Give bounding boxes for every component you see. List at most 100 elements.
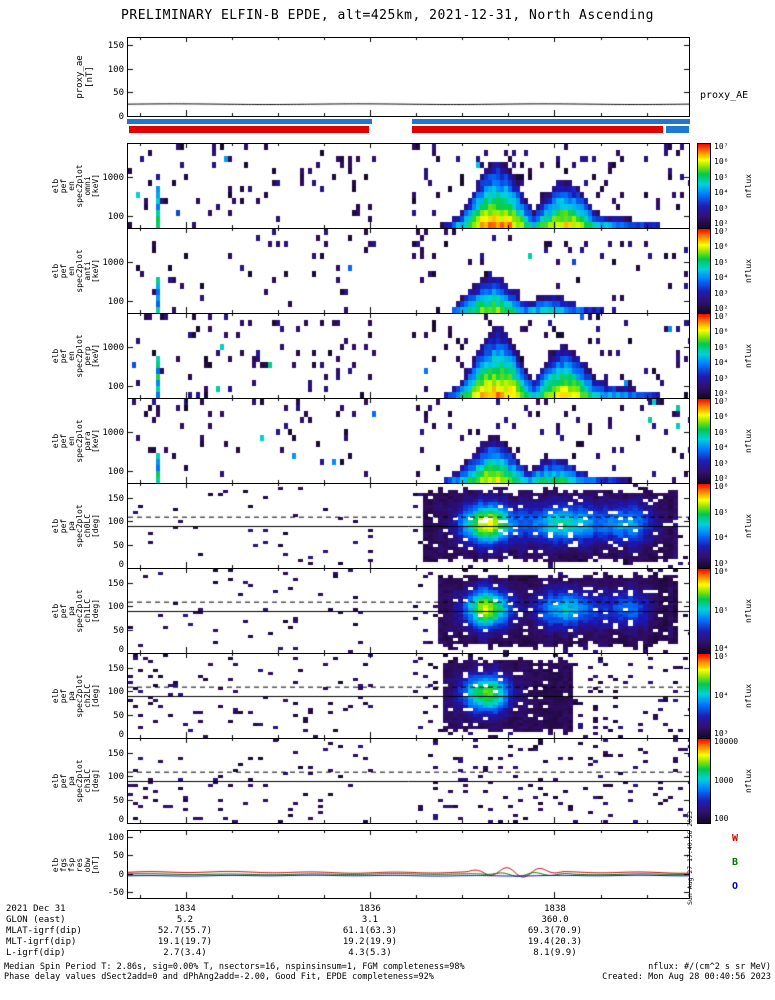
colorbar-tick-perp: 10⁴ — [714, 358, 729, 368]
colorbar-tick-ch2LC: 10⁵ — [714, 652, 729, 661]
spec-ytick-label-anti: 1000 — [102, 258, 124, 269]
spectrogram-canvas-ch0LC — [128, 484, 689, 568]
obw-legend-B: B — [732, 857, 739, 868]
availability-bar-blue — [127, 119, 372, 124]
annotation-row-label: MLAT-igrf(dip) — [6, 926, 82, 936]
colorbar-tick-ch0LC: 10⁴ — [714, 533, 729, 543]
spec-ytick-label-para: 1000 — [102, 428, 124, 439]
spec-ytick-label-perp: 1000 — [102, 343, 124, 354]
availability-bar-red — [411, 126, 663, 133]
spec-axis-label-ch2LC-text: elb pef pa spec2plot ch2LC [deg] — [51, 674, 100, 718]
colorbar-tick-ch0LC: 10⁵ — [714, 507, 729, 517]
spec-axis-label-para-text: elb pef en spec2plot para [keV] — [51, 419, 100, 463]
colorbar-tick-anti: 10⁴ — [714, 273, 729, 283]
colorbar-tick-omni: 10⁶ — [714, 157, 729, 167]
proxy-ytick-label: 100 — [107, 64, 124, 75]
colorbar-label-ch3LC-text: nflux — [744, 768, 753, 794]
colorbar-tick-perp: 10⁵ — [714, 342, 729, 352]
spec-ytick-label-ch0LC: 150 — [107, 494, 124, 504]
annotation-row-label: GLON (east) — [6, 915, 66, 925]
colorbar-label-perp-text: nflux — [744, 343, 753, 369]
spec-panel-ch1LC — [127, 568, 690, 654]
colorbar-label-ch1LC-text: nflux — [744, 598, 753, 624]
availability-bar-blue — [411, 119, 690, 124]
colorbar-tick-anti: 10³ — [714, 288, 729, 298]
colorbar-tick-anti: 10² — [714, 304, 729, 313]
annotation-row-value: 19.4(20.3) — [527, 937, 583, 947]
colorbar-label-anti-text: nflux — [744, 258, 753, 284]
colorbar-label-para-text: nflux — [744, 428, 753, 454]
colorbar-tick-anti: 10⁵ — [714, 257, 729, 267]
spec-ytick-label-ch0LC: 0 — [118, 560, 124, 570]
spectrogram-canvas-ch2LC — [128, 654, 689, 738]
obw-ytick-label: -50 — [107, 888, 124, 899]
spec-axis-label-omni-text: elb pef en spec2plot omni [keV] — [51, 164, 100, 208]
spec-axis-label-anti-text: elb pef en spec2plot anti [keV] — [51, 249, 100, 293]
spec-axis-label-ch3LC-text: elb pef pa spec2plot ch3LC [deg] — [51, 759, 100, 803]
colorbar-perp — [697, 313, 711, 399]
spec-ytick-label-ch1LC: 0 — [118, 645, 124, 655]
colorbar-omni — [697, 143, 711, 229]
colorbar-tick-para: 10⁴ — [714, 443, 729, 453]
spec-ytick-label-perp: 100 — [107, 382, 124, 393]
colorbar-tick-ch1LC: 10⁴ — [714, 644, 729, 653]
spec-ytick-label-ch2LC: 100 — [107, 687, 124, 698]
proxy-ae-canvas — [128, 38, 689, 116]
spec-ytick-label-omni: 1000 — [102, 173, 124, 184]
annotation-row-value: 1836 — [359, 904, 381, 914]
spec-ytick-label-ch1LC: 50 — [113, 625, 124, 636]
colorbar-tick-perp: 10² — [714, 389, 729, 398]
obw-panel — [127, 830, 690, 899]
colorbar-tick-ch3LC: 1000 — [714, 775, 734, 785]
spec-axis-label-ch1LC-text: elb pef pa spec2plot ch1LC [deg] — [51, 589, 100, 633]
colorbar-tick-omni: 10² — [714, 219, 729, 228]
annotation-row-value: 61.1(63.3) — [342, 926, 398, 936]
colorbar-tick-para: 10⁷ — [714, 397, 729, 406]
colorbar-ch1LC — [697, 568, 711, 654]
annotation-row-label: MLT-igrf(dip) — [6, 937, 77, 947]
spec-panel-omni — [127, 143, 690, 229]
colorbar-tick-anti: 10⁶ — [714, 242, 729, 252]
colorbar-ch3LC — [697, 738, 711, 824]
colorbar-tick-anti: 10⁷ — [714, 227, 729, 236]
availability-bar-blue2 — [666, 126, 689, 133]
spec-ytick-label-ch3LC: 150 — [107, 749, 124, 759]
colorbar-ch0LC — [697, 483, 711, 569]
footer-left-line1: Median Spin Period T: 2.86s, sig=0.00% T… — [4, 962, 465, 972]
colorbar-label-omni-text: nflux — [744, 173, 753, 199]
colorbar-tick-perp: 10⁷ — [714, 312, 729, 321]
proxy-ae-panel — [127, 37, 690, 117]
spec-panel-ch2LC — [127, 653, 690, 739]
obw-canvas — [128, 831, 689, 898]
colorbar-tick-ch0LC: 10⁶ — [714, 482, 729, 491]
plot-title: PRELIMINARY ELFIN-B EPDE, alt=425km, 202… — [121, 8, 654, 23]
colorbar-label-ch2LC-text: nflux — [744, 683, 753, 709]
spec-panel-para — [127, 398, 690, 484]
spec-panel-ch0LC — [127, 483, 690, 569]
spec-ytick-label-para: 100 — [107, 467, 124, 478]
spec-ytick-label-ch1LC: 100 — [107, 602, 124, 613]
annotation-row-value: 1838 — [544, 904, 566, 914]
colorbar-anti — [697, 228, 711, 314]
colorbar-timestamp-text: Sun Aug 27 17:40:56 2023 — [686, 811, 694, 905]
annotation-row-value: 52.7(55.7) — [157, 926, 213, 936]
spec-ytick-label-ch2LC: 50 — [113, 710, 124, 721]
colorbar-tick-ch3LC: 10000 — [714, 737, 739, 746]
spec-panel-anti — [127, 228, 690, 314]
colorbar-tick-omni: 10⁴ — [714, 188, 729, 198]
spectrogram-canvas-ch1LC — [128, 569, 689, 653]
obw-legend-W: W — [732, 833, 739, 844]
proxy-ytick-label: 150 — [107, 41, 124, 52]
colorbar-tick-ch1LC: 10⁵ — [714, 605, 729, 615]
colorbar-tick-ch1LC: 10⁶ — [714, 567, 729, 576]
colorbar-tick-perp: 10³ — [714, 373, 729, 383]
obw-ytick-label: 50 — [113, 851, 124, 862]
colorbar-tick-para: 10³ — [714, 458, 729, 468]
proxy-ae-right-label: proxy_AE — [700, 90, 749, 101]
spectrogram-canvas-perp — [128, 314, 689, 398]
colorbar-tick-omni: 10³ — [714, 203, 729, 213]
proxy-axis-label-text: proxy_ae [nT] — [75, 55, 95, 99]
spec-panel-perp — [127, 313, 690, 399]
colorbar-para — [697, 398, 711, 484]
